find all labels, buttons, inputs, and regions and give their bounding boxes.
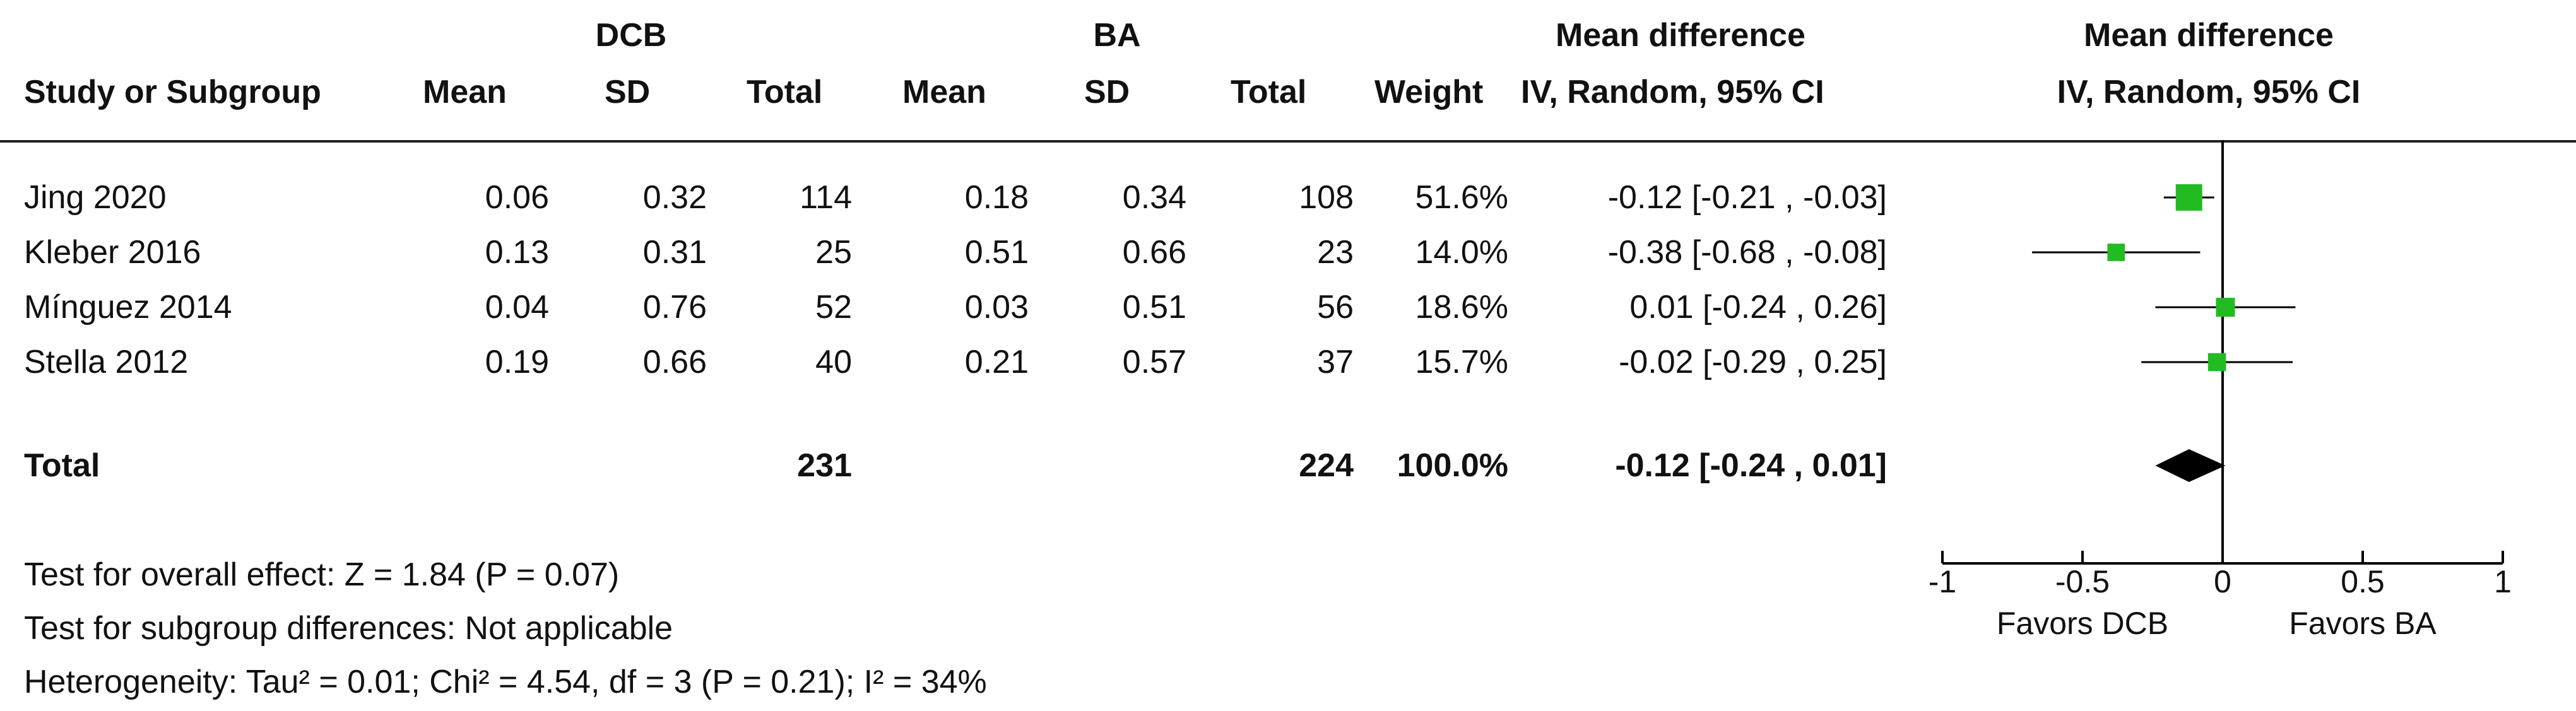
x-tick-label: 0 [2214, 564, 2231, 599]
mean2-value: 0.51 [964, 234, 1029, 271]
sd2-header: SD [1084, 74, 1130, 110]
mean2-value: 0.03 [964, 289, 1029, 326]
sd2-value: 0.51 [1122, 289, 1186, 326]
total2-value: 23 [1317, 234, 1354, 271]
sd2-value: 0.34 [1122, 179, 1186, 216]
ci-value: -0.12 [-0.24 , 0.01] [1615, 447, 1887, 484]
weight-header: Weight [1374, 74, 1484, 110]
total2-value: 108 [1299, 179, 1354, 216]
ci-value: -0.12 [-0.21 , -0.03] [1607, 179, 1887, 216]
study-name: Stella 2012 [24, 344, 189, 380]
sd1-value: 0.66 [642, 344, 707, 380]
header-rule [0, 140, 2576, 143]
favors-right-label: Favors BA [2289, 606, 2437, 641]
x-tick-label: -1 [1929, 564, 1956, 599]
sd1-value: 0.76 [642, 289, 707, 326]
pooled-diamond [2155, 449, 2226, 482]
study-header: Study or Subgroup [24, 74, 321, 110]
study-marker [2207, 353, 2226, 372]
mean1-header: Mean [423, 74, 507, 110]
study-name: Kleber 2016 [24, 234, 201, 271]
study-name: Mínguez 2014 [24, 289, 232, 326]
mean1-value: 0.04 [485, 289, 549, 326]
total1-value: 25 [815, 234, 852, 271]
total2-value: 37 [1317, 344, 1354, 380]
total2-header: Total [1231, 74, 1307, 110]
ci-value: -0.38 [-0.68 , -0.08] [1607, 234, 1887, 271]
ci-value: -0.02 [-0.29 , 0.25] [1619, 344, 1887, 380]
mean2-value: 0.18 [964, 179, 1029, 216]
mean2-header: Mean [902, 74, 986, 110]
heterogeneity-note: Heterogeneity: Tau² = 0.01; Chi² = 4.54,… [24, 664, 987, 700]
study-marker [2175, 184, 2202, 211]
x-tick-label: 0.5 [2341, 564, 2385, 599]
total1-value: 231 [797, 447, 852, 484]
favors-left-label: Favors DCB [1997, 606, 2168, 641]
group1-header: DCB [595, 17, 667, 54]
md-title-header: Mean difference [1556, 17, 1805, 54]
weight-value: 14.0% [1415, 234, 1508, 271]
x-tick-label: 1 [2494, 564, 2512, 599]
weight-value: 18.6% [1415, 289, 1508, 326]
group2-header: BA [1093, 17, 1141, 54]
weight-value: 15.7% [1415, 344, 1508, 380]
x-tick-label: -0.5 [2055, 564, 2110, 599]
md-method-header: IV, Random, 95% CI [1521, 74, 1824, 110]
mean2-value: 0.21 [964, 344, 1029, 380]
total1-value: 40 [815, 344, 852, 380]
total2-value: 56 [1317, 289, 1354, 326]
total2-value: 224 [1299, 447, 1354, 484]
sd1-value: 0.31 [642, 234, 707, 271]
total1-value: 52 [815, 289, 852, 326]
ci-value: 0.01 [-0.24 , 0.26] [1629, 289, 1887, 326]
study-marker [2107, 244, 2125, 261]
plot-method-header: IV, Random, 95% CI [2057, 74, 2361, 110]
total1-header: Total [747, 74, 823, 110]
subgroup-differences-note: Test for subgroup differences: Not appli… [24, 610, 673, 647]
weight-value: 100.0% [1397, 447, 1508, 484]
sd1-header: SD [605, 74, 651, 110]
overall-effect-note: Test for overall effect: Z = 1.84 (P = 0… [24, 556, 620, 593]
sd2-value: 0.57 [1122, 344, 1186, 380]
sd2-value: 0.66 [1122, 234, 1186, 271]
total-label: Total [24, 447, 100, 484]
study-name: Jing 2020 [24, 179, 167, 216]
weight-value: 51.6% [1415, 179, 1508, 216]
study-marker [2216, 297, 2235, 317]
mean1-value: 0.06 [485, 179, 549, 216]
sd1-value: 0.32 [642, 179, 707, 216]
mean1-value: 0.13 [485, 234, 549, 271]
total1-value: 114 [800, 179, 852, 216]
mean1-value: 0.19 [485, 344, 549, 380]
plot-title-header: Mean difference [2084, 17, 2334, 54]
